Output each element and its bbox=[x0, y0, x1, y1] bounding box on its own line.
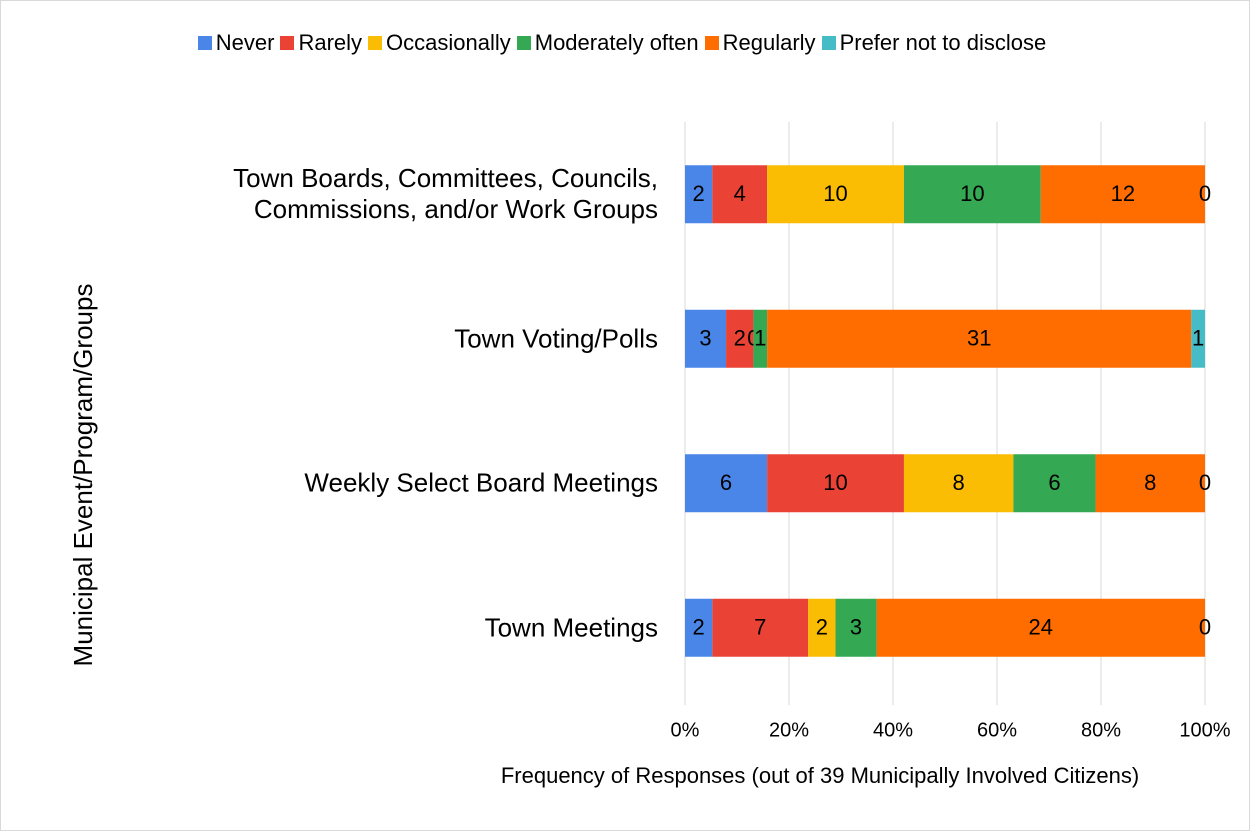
data-label: 10 bbox=[823, 470, 847, 495]
data-label: 0 bbox=[1199, 470, 1211, 495]
bar-segment bbox=[903, 454, 1014, 513]
data-label: 1 bbox=[754, 326, 766, 351]
bar-segment bbox=[767, 309, 1192, 368]
legend-item: Occasionally bbox=[368, 30, 511, 56]
legend-swatch bbox=[280, 36, 295, 50]
bar-segment bbox=[712, 598, 809, 657]
category-label: Town Meetings bbox=[484, 612, 658, 643]
data-label: 8 bbox=[1144, 470, 1156, 495]
data-label: 2 bbox=[693, 181, 705, 206]
data-label: 3 bbox=[850, 615, 862, 640]
legend-swatch bbox=[821, 36, 836, 50]
legend-label: Prefer not to disclose bbox=[839, 30, 1047, 55]
x-tick-label: 100% bbox=[1179, 719, 1230, 741]
data-label: 2 bbox=[816, 615, 828, 640]
bar-segment bbox=[712, 165, 768, 224]
data-label: 8 bbox=[953, 470, 965, 495]
bar-segment bbox=[753, 309, 768, 368]
legend-swatch bbox=[197, 36, 212, 50]
x-tick-label: 20% bbox=[769, 719, 809, 741]
data-label: 12 bbox=[1111, 181, 1135, 206]
legend-label: Regularly bbox=[722, 30, 816, 55]
bar-segment bbox=[767, 165, 904, 224]
x-tick-label: 60% bbox=[977, 719, 1017, 741]
bar-segment bbox=[876, 598, 1205, 657]
legend-label: Never bbox=[215, 30, 275, 55]
bar-segment bbox=[1013, 454, 1096, 513]
data-label: 3 bbox=[699, 326, 711, 351]
data-label: 6 bbox=[720, 470, 732, 495]
legend-swatch bbox=[516, 36, 531, 50]
x-tick-label: 80% bbox=[1081, 719, 1121, 741]
data-label: 24 bbox=[1029, 615, 1053, 640]
bar-segment bbox=[726, 309, 754, 368]
legend-label: Moderately often bbox=[534, 30, 699, 55]
data-label: 2 bbox=[734, 326, 746, 351]
bar-segment bbox=[685, 309, 727, 368]
data-label: 10 bbox=[960, 181, 984, 206]
bar-segment bbox=[767, 454, 904, 513]
data-label: 0 bbox=[1199, 181, 1211, 206]
data-label: 6 bbox=[1048, 470, 1060, 495]
bar-segment bbox=[903, 165, 1041, 224]
x-tick-label: 40% bbox=[873, 719, 913, 741]
y-axis-title: Municipal Event/Program/Groups bbox=[68, 284, 98, 667]
bar-segment bbox=[808, 598, 836, 657]
legend-label: Occasionally bbox=[386, 30, 511, 55]
data-label: 10 bbox=[823, 181, 847, 206]
category-label: Weekly Select Board Meetings bbox=[304, 467, 658, 498]
legend-swatch bbox=[368, 36, 383, 50]
legend-item: Moderately often bbox=[516, 30, 699, 56]
x-axis-title: Frequency of Responses (out of 39 Munici… bbox=[501, 763, 1139, 788]
bar-segment bbox=[685, 454, 768, 513]
legend-swatch bbox=[704, 36, 719, 50]
bar-segment bbox=[835, 598, 877, 657]
legend-label: Rarely bbox=[298, 30, 363, 55]
x-tick-label: 0% bbox=[671, 719, 700, 741]
category-label: Town Boards, Committees, Councils, Commi… bbox=[233, 163, 658, 225]
bar-segment bbox=[685, 598, 713, 657]
data-label: 4 bbox=[734, 181, 746, 206]
bar-segment bbox=[685, 165, 713, 224]
data-label: 7 bbox=[754, 615, 766, 640]
bar-segment bbox=[1040, 165, 1205, 224]
data-label: 1 bbox=[1192, 326, 1204, 351]
bar-segment bbox=[1191, 309, 1205, 368]
category-label: Town Voting/Polls bbox=[454, 323, 658, 354]
data-label: 0 bbox=[1199, 615, 1211, 640]
legend-item: Prefer not to disclose bbox=[821, 30, 1047, 56]
legend-item: Rarely bbox=[280, 30, 362, 56]
data-label: 2 bbox=[693, 615, 705, 640]
data-label: 31 bbox=[967, 326, 991, 351]
legend-item: Never bbox=[197, 30, 275, 56]
bar-segment bbox=[1095, 454, 1205, 513]
legend-item: Regularly bbox=[704, 30, 816, 56]
legend: Never Rarely Occasionally Moderately often R… bbox=[0, 30, 1250, 56]
